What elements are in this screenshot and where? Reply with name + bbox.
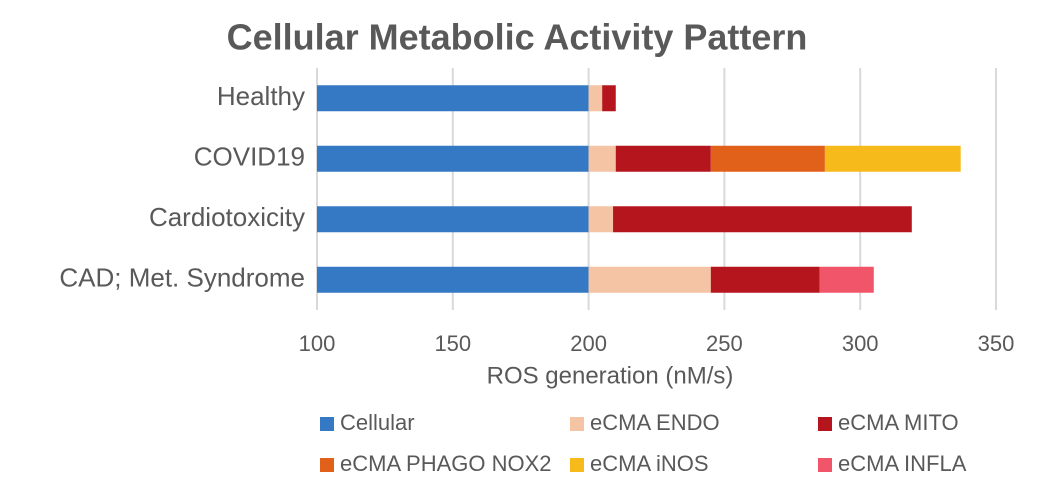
legend-swatch (570, 458, 584, 472)
legend-label: eCMA MITO (838, 410, 959, 435)
bar-segment (588, 266, 711, 293)
legend-label: eCMA iNOS (590, 451, 709, 476)
legend-swatch (320, 458, 334, 472)
legend-swatch (570, 417, 584, 431)
x-tick-label: 250 (706, 331, 743, 356)
x-tick-label: 150 (434, 331, 471, 356)
legend-swatch (320, 417, 334, 431)
y-tick-label: COVID19 (194, 142, 305, 172)
bar-segment (317, 266, 589, 293)
y-tick-label: CAD; Met. Syndrome (59, 263, 305, 293)
bar-segment (588, 206, 614, 233)
bar-segment (317, 85, 589, 112)
legend-swatch (818, 458, 832, 472)
chart-title: Cellular Metabolic Activity Pattern (227, 17, 808, 58)
legend-swatch (818, 417, 832, 431)
bar-segment (819, 266, 874, 293)
y-tick-label: Healthy (217, 81, 305, 111)
bar-segment (317, 145, 589, 172)
x-tick-label: 300 (842, 331, 879, 356)
bar-segment (824, 145, 961, 172)
x-axis-title: ROS generation (nM/s) (487, 362, 734, 389)
bar-segment (615, 145, 711, 172)
bar-segment (710, 266, 820, 293)
bar-segment (317, 206, 589, 233)
x-tick-label: 100 (299, 331, 336, 356)
x-tick-label: 200 (570, 331, 607, 356)
bar-segment (588, 85, 603, 112)
y-tick-label: Cardiotoxicity (149, 202, 305, 232)
legend-label: Cellular (340, 410, 415, 435)
x-tick-label: 350 (978, 331, 1015, 356)
bar-segment (710, 145, 825, 172)
legend-label: eCMA ENDO (590, 410, 720, 435)
bar-segment (588, 145, 616, 172)
legend-label: eCMA INFLA (838, 451, 967, 476)
legend-label: eCMA PHAGO NOX2 (340, 451, 552, 476)
bar-segment (613, 206, 912, 233)
bar-segment (602, 85, 616, 112)
